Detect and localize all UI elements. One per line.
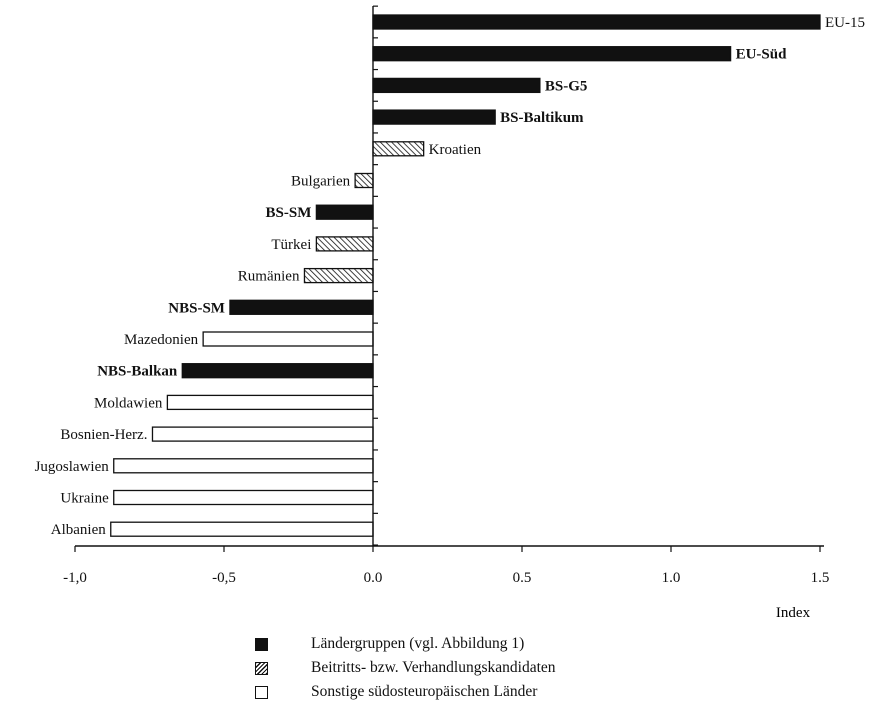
- bar-candidate: [303, 267, 374, 284]
- x-tick-label: 0.0: [364, 570, 383, 586]
- x-tick-label: -0,5: [212, 570, 236, 586]
- bar-other: [166, 394, 374, 411]
- bar-label: Türkei: [271, 237, 311, 253]
- bar-label: BS-G5: [545, 78, 588, 94]
- bar-label: Bulgarien: [291, 174, 351, 190]
- bar-label: Albanien: [51, 522, 106, 538]
- x-tick-label: 1.5: [811, 570, 830, 586]
- bar-label: Bosnien-Herz.: [60, 427, 147, 443]
- x-tick-label: 1.0: [662, 570, 681, 586]
- bar-label: Mazedonien: [124, 332, 199, 348]
- bar-label: NBS-SM: [168, 300, 225, 316]
- bar-label: Rumänien: [238, 269, 300, 285]
- bar-candidate: [354, 172, 374, 189]
- bar-label: BS-SM: [266, 205, 312, 221]
- bar-label: NBS-Balkan: [97, 364, 178, 380]
- legend-swatch-hatched: [255, 662, 268, 675]
- x-tick-label: 0.5: [513, 570, 532, 586]
- x-axis-label: Index: [776, 605, 811, 621]
- bar-other: [151, 426, 374, 442]
- bar-group: [372, 77, 541, 94]
- x-tick-label: -1,0: [63, 570, 87, 586]
- bar-other: [202, 331, 374, 347]
- bar-label: Ukraine: [60, 491, 109, 507]
- bar-label: BS-Baltikum: [500, 110, 584, 126]
- bar-chart: EU-15 EU-Süd BS-G5 BS-Baltikum Kroatien Bulga…: [35, 5, 865, 621]
- legend-swatch-black: [255, 638, 268, 651]
- bar-label: EU-Süd: [736, 47, 788, 63]
- bar-label: Kroatien: [429, 142, 482, 158]
- bar-group: [372, 109, 496, 125]
- bar-group: [229, 299, 374, 315]
- bar-label: Jugoslawien: [35, 459, 110, 475]
- bar-candidate: [315, 236, 374, 252]
- bar-label: EU-15: [825, 15, 865, 31]
- legend-label: Beitritts- bzw. Verhandlungskandidaten: [311, 659, 556, 676]
- bar-label: Moldawien: [94, 395, 163, 411]
- bar-candidate: [372, 141, 425, 157]
- bar-other: [113, 489, 374, 506]
- bar-group: [372, 46, 732, 62]
- bar-other: [113, 458, 374, 474]
- bar-other: [110, 521, 374, 537]
- legend-label: Sonstige südosteuropäischen Länder: [311, 683, 538, 700]
- bar-group: [372, 14, 821, 30]
- legend-label: Ländergruppen (vgl. Abbildung 1): [311, 635, 525, 652]
- legend-swatch-white: [255, 686, 268, 699]
- bar-group: [181, 363, 374, 379]
- bar-group: [315, 204, 374, 220]
